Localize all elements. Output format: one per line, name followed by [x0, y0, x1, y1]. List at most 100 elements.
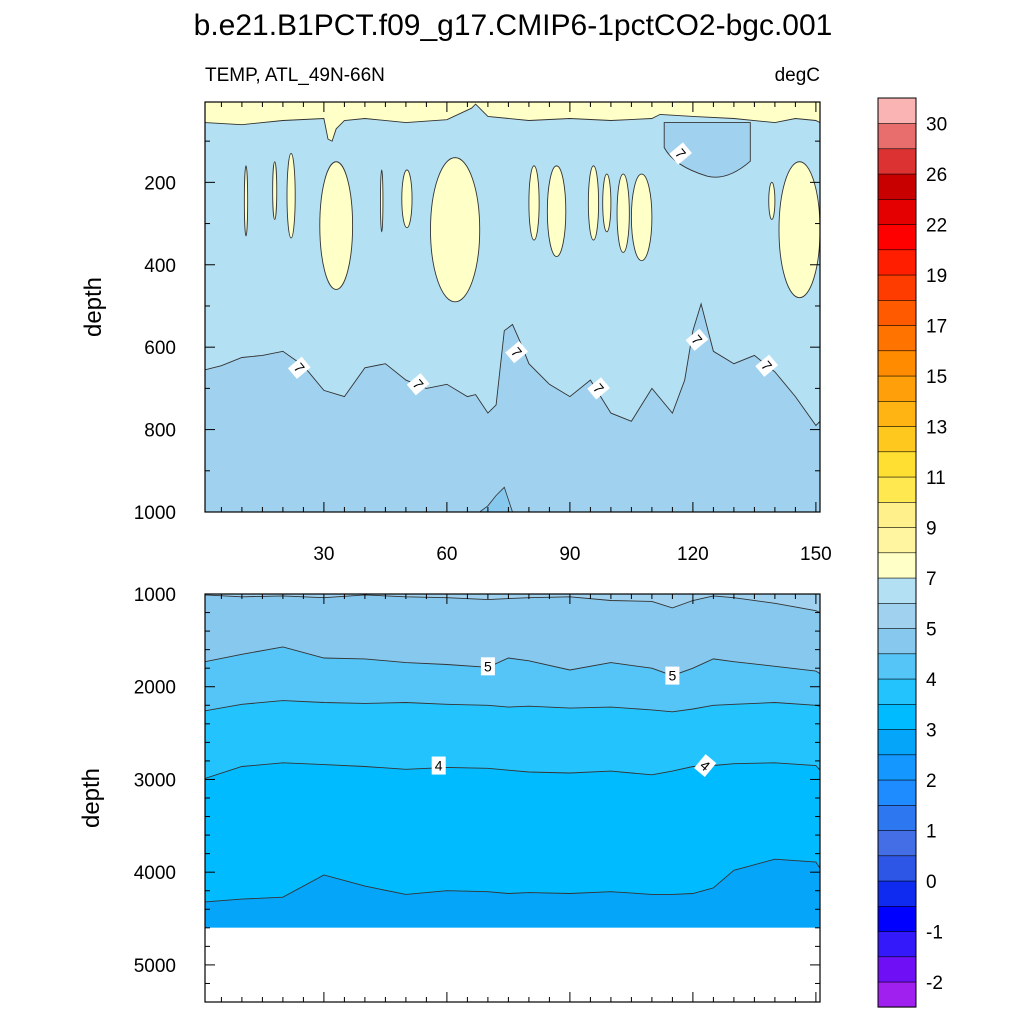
colorbar-box — [877, 779, 917, 806]
isoline-3 — [205, 858, 820, 903]
upper-plot-area — [205, 102, 820, 512]
warm-blob — [587, 165, 600, 241]
colorbar-label: 13 — [926, 417, 947, 438]
contour-label: 5 — [665, 666, 680, 685]
colorbar-label: 3 — [926, 720, 937, 741]
colorbar-label: 2 — [926, 771, 937, 792]
colorbar-box — [877, 754, 917, 781]
warm-blob — [243, 165, 249, 237]
colorbar-box — [877, 249, 917, 276]
colorbar: -2 -1 0 1 2 3 4 5 7 9 11 13 15 17 19 22 26 30 — [877, 97, 947, 1008]
colorbar-box — [877, 198, 917, 225]
contour-label-box — [755, 354, 779, 377]
colorbar-label: 15 — [926, 367, 947, 388]
colorbar-box — [877, 880, 917, 907]
colorbar-box — [877, 451, 917, 478]
colorbar-label: 4 — [926, 670, 937, 691]
band-lower-2 — [205, 646, 820, 712]
colorbar-box — [877, 501, 917, 528]
colorbar-box — [877, 375, 917, 402]
band-lower-4 — [205, 762, 820, 902]
upper-y-axis-label: depth — [80, 277, 107, 337]
colorbar-box — [877, 627, 917, 655]
colorbar-box — [877, 400, 917, 427]
colorbar-box — [877, 930, 917, 958]
warm-blob — [380, 169, 384, 233]
contour-label-box — [694, 754, 717, 777]
y-tick-label: 200 — [144, 173, 176, 194]
colorbar-box — [877, 905, 917, 932]
chart-title: b.e21.B1PCT.f09_g17.CMIP6-1pctCO2-bgc.00… — [194, 9, 833, 42]
y-tick-label: 400 — [144, 256, 176, 277]
band-6-7 — [205, 303, 820, 512]
colorbar-box — [877, 350, 917, 377]
colorbar-box — [877, 678, 917, 705]
warm-blob — [768, 181, 776, 220]
contour-label: 7 — [406, 373, 430, 396]
colorbar-box — [877, 299, 917, 326]
colorbar-box — [877, 324, 917, 352]
colorbar-box — [877, 855, 917, 882]
isoline-4.5 — [205, 700, 820, 713]
contour-label: 5 — [480, 657, 495, 676]
warm-blob — [319, 161, 354, 290]
contour-label-text: 4 — [435, 758, 443, 774]
x-tick-label: 60 — [436, 544, 457, 565]
colorbar-box — [877, 97, 917, 124]
isoline-9 — [205, 103, 820, 142]
upper-plot-frame — [204, 101, 821, 513]
lower-plot-area — [205, 594, 820, 1002]
isoline-7 — [205, 302, 820, 427]
colorbar-frame — [877, 97, 917, 1008]
contour-label: 7 — [685, 328, 709, 351]
y-tick-label: 1000 — [134, 585, 176, 606]
x-tick-label: 90 — [559, 544, 580, 565]
colorbar-box — [877, 577, 917, 604]
y-tick-label: 4000 — [134, 863, 176, 884]
contour-label-box — [406, 373, 430, 396]
colorbar-label: 5 — [926, 619, 937, 640]
warm-blob — [616, 173, 630, 253]
left-string: TEMP, ATL_49N-66N — [205, 65, 385, 86]
warm-blob — [401, 169, 413, 229]
colorbar-label: 17 — [926, 316, 947, 337]
colorbar-box — [877, 148, 917, 175]
colorbar-label: 0 — [926, 872, 937, 893]
colorbar-label: 7 — [926, 569, 937, 590]
colorbar-box — [877, 602, 917, 629]
colorbar-box — [877, 981, 917, 1008]
colorbar-label: 19 — [926, 266, 947, 287]
units-label: degC — [775, 65, 820, 86]
seafloor-mask — [205, 927, 820, 1002]
y-tick-label: 600 — [144, 338, 176, 359]
x-tick-label: 120 — [677, 544, 709, 565]
colorbar-box — [877, 653, 917, 680]
colorbar-box — [877, 703, 917, 730]
y-tick-label: 1000 — [134, 503, 176, 524]
colorbar-box — [877, 804, 917, 831]
colorbar-box — [877, 956, 917, 983]
y-tick-label: 2000 — [134, 678, 176, 699]
colorbar-label: 22 — [926, 215, 947, 236]
colorbar-box — [877, 476, 917, 503]
isoline-4 — [205, 762, 820, 779]
colorbar-label: 26 — [926, 165, 947, 186]
x-tick-label: 150 — [800, 544, 832, 565]
contour-label-text: 5 — [669, 668, 677, 684]
colorbar-box — [877, 728, 917, 756]
contour-label-box — [505, 340, 528, 364]
warm-blob — [286, 153, 296, 239]
colorbar-label: 9 — [926, 518, 937, 539]
warm-blob — [546, 165, 567, 257]
warm-blob — [272, 161, 278, 220]
colorbar-box — [877, 552, 917, 579]
warm-blob — [630, 173, 653, 262]
band-5-6 — [479, 486, 513, 512]
warm-blob — [778, 161, 820, 299]
isoline-5 — [205, 646, 820, 677]
colorbar-box — [877, 425, 917, 453]
contour-label: 4 — [694, 754, 717, 777]
lower-y-axis-label: depth — [78, 768, 105, 828]
colorbar-box — [877, 829, 917, 857]
